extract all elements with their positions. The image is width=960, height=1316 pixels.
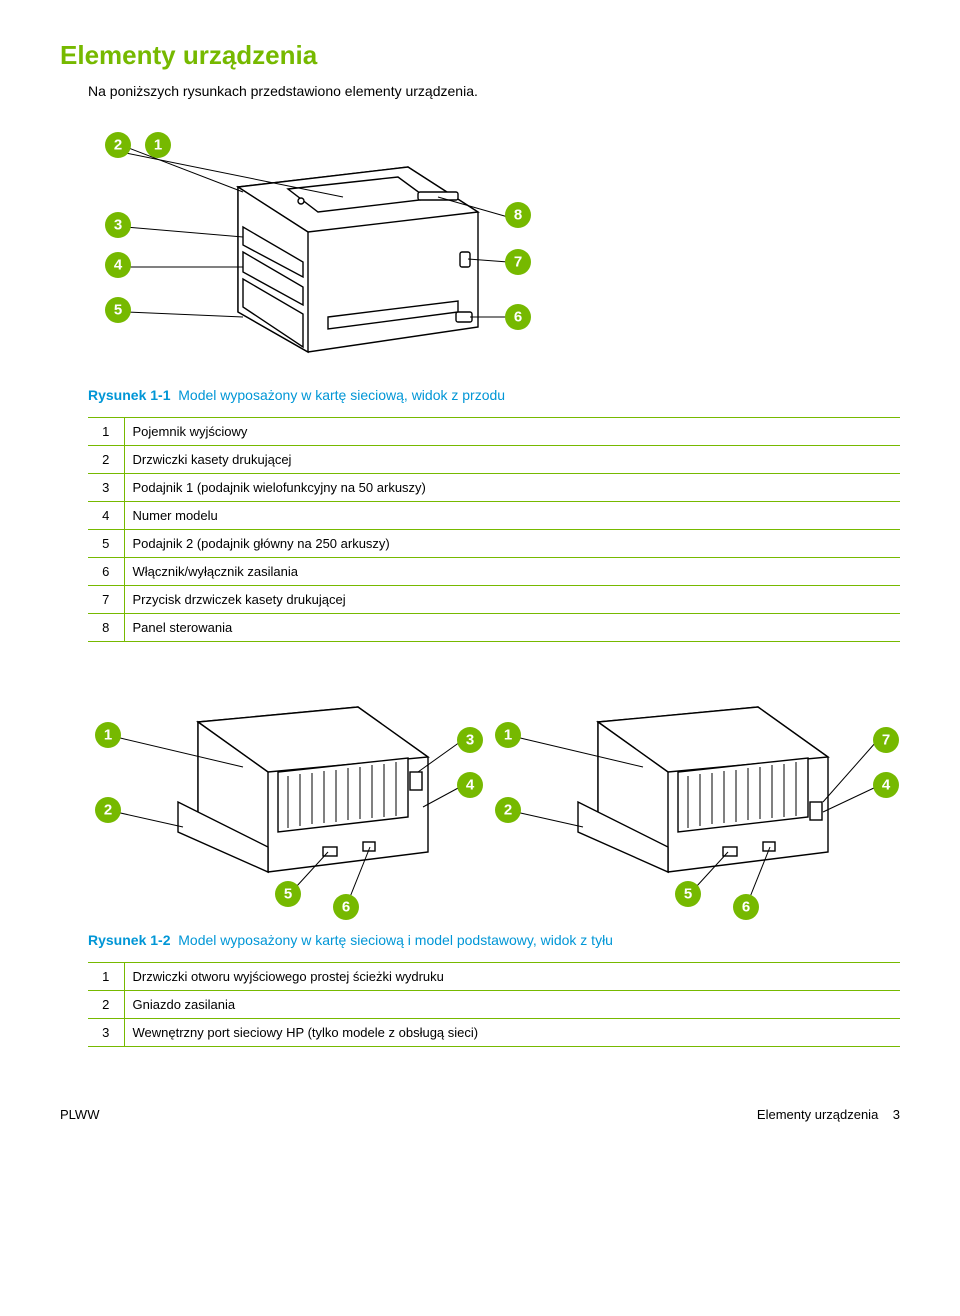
footer-right: Elementy urządzenia 3 (757, 1107, 900, 1122)
svg-text:4: 4 (466, 777, 475, 794)
svg-text:4: 4 (882, 777, 891, 794)
table-row: 4Numer modelu (88, 502, 900, 530)
table-row: 6Włącznik/wyłącznik zasilania (88, 558, 900, 586)
footer-left: PLWW (60, 1107, 99, 1122)
svg-text:5: 5 (284, 886, 292, 903)
page-footer: PLWW Elementy urządzenia 3 (60, 1107, 900, 1122)
figure-1: 1 2 3 4 5 6 7 8 Rysunek 1-1 Model wyposa… (88, 117, 900, 642)
page-title: Elementy urządzenia (60, 40, 900, 71)
figure-1-diagram: 1 2 3 4 5 6 7 8 (88, 117, 568, 377)
figure-2-caption: Rysunek 1-2 Model wyposażony w kartę sie… (88, 932, 900, 948)
figure-2-diagram: 1 2 3 4 5 6 1 2 7 4 5 6 (88, 672, 908, 922)
table-row: 7Przycisk drzwiczek kasety drukującej (88, 586, 900, 614)
svg-text:5: 5 (684, 886, 692, 903)
svg-text:7: 7 (514, 254, 522, 271)
svg-text:2: 2 (504, 802, 512, 819)
table-row: 5Podajnik 2 (podajnik główny na 250 arku… (88, 530, 900, 558)
figure-2-table: 1Drzwiczki otworu wyjściowego prostej śc… (88, 962, 900, 1047)
figure-1-table: 1Pojemnik wyjściowy2Drzwiczki kasety dru… (88, 417, 900, 642)
page-subtitle: Na poniższych rysunkach przedstawiono el… (88, 83, 900, 99)
table-row: 2Drzwiczki kasety drukującej (88, 446, 900, 474)
figure-1-caption: Rysunek 1-1 Model wyposażony w kartę sie… (88, 387, 900, 403)
svg-text:1: 1 (504, 727, 512, 744)
svg-text:2: 2 (104, 802, 112, 819)
svg-text:2: 2 (114, 137, 122, 154)
svg-text:6: 6 (742, 899, 750, 916)
svg-text:6: 6 (342, 899, 350, 916)
svg-text:3: 3 (114, 217, 122, 234)
figure-2: 1 2 3 4 5 6 1 2 7 4 5 6 Rysunek 1-2 Mode… (88, 672, 900, 1047)
svg-text:6: 6 (514, 309, 522, 326)
svg-text:8: 8 (514, 207, 522, 224)
table-row: 3Wewnętrzny port sieciowy HP (tylko mode… (88, 1019, 900, 1047)
svg-text:1: 1 (104, 727, 112, 744)
table-row: 8Panel sterowania (88, 614, 900, 642)
svg-text:7: 7 (882, 732, 890, 749)
svg-text:3: 3 (466, 732, 474, 749)
svg-text:4: 4 (114, 257, 123, 274)
table-row: 1Drzwiczki otworu wyjściowego prostej śc… (88, 963, 900, 991)
svg-text:5: 5 (114, 302, 122, 319)
svg-text:1: 1 (154, 137, 162, 154)
table-row: 3Podajnik 1 (podajnik wielofunkcyjny na … (88, 474, 900, 502)
table-row: 1Pojemnik wyjściowy (88, 418, 900, 446)
table-row: 2Gniazdo zasilania (88, 991, 900, 1019)
